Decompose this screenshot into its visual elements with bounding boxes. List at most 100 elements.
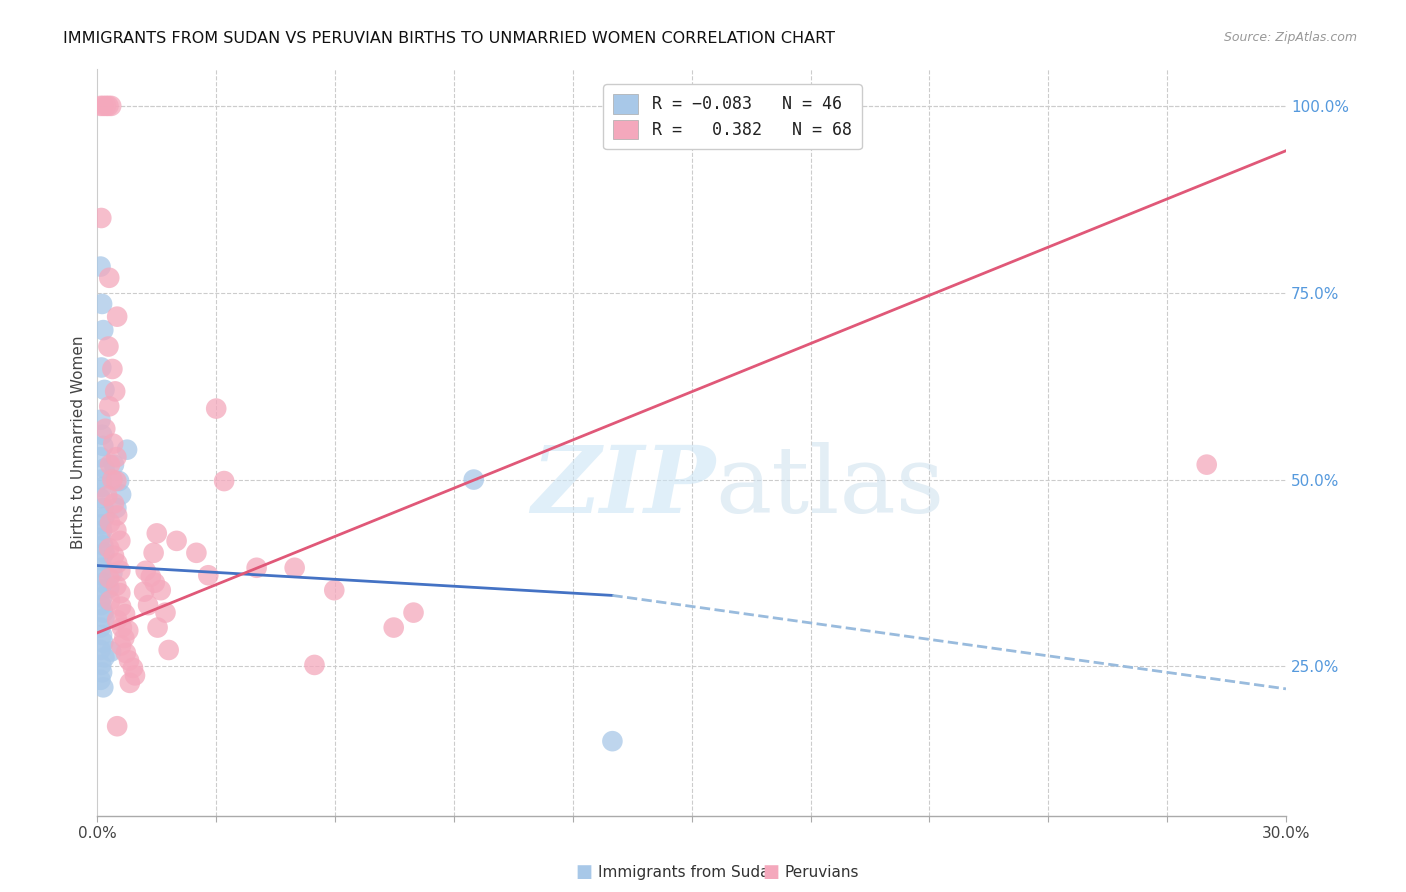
- Text: ZIP: ZIP: [531, 442, 716, 532]
- Point: [103, 436, 125, 450]
- Point: [602, 734, 624, 748]
- Text: atlas: atlas: [716, 442, 945, 532]
- Text: Immigrants from Sudan: Immigrants from Sudan: [598, 865, 779, 880]
- Point: [402, 606, 425, 620]
- Point: [105, 310, 128, 324]
- Point: [91, 297, 114, 311]
- Point: [94, 99, 117, 113]
- Point: [89, 583, 111, 598]
- Point: [91, 500, 114, 515]
- Point: [91, 439, 114, 453]
- Point: [135, 564, 157, 578]
- Point: [91, 480, 114, 494]
- Point: [103, 496, 125, 510]
- Point: [98, 593, 121, 607]
- Point: [105, 556, 128, 570]
- Point: [197, 568, 219, 582]
- Point: [93, 461, 115, 475]
- Point: [98, 270, 121, 285]
- Point: [105, 500, 128, 515]
- Point: [97, 340, 120, 354]
- Point: [90, 517, 112, 532]
- Point: [105, 613, 128, 627]
- Point: [105, 450, 128, 465]
- Point: [110, 564, 132, 578]
- Point: [118, 676, 141, 690]
- Point: [157, 643, 180, 657]
- Point: [93, 650, 115, 665]
- Text: ■: ■: [762, 863, 779, 881]
- Point: [142, 546, 165, 560]
- Point: [110, 533, 132, 548]
- Point: [91, 524, 114, 538]
- Point: [105, 524, 128, 538]
- Point: [117, 624, 139, 638]
- Point: [90, 360, 112, 375]
- Point: [98, 541, 121, 556]
- Point: [246, 561, 269, 575]
- Point: [323, 583, 346, 598]
- Point: [90, 473, 112, 487]
- Point: [105, 719, 128, 733]
- Text: ■: ■: [575, 863, 592, 881]
- Point: [89, 260, 111, 274]
- Point: [463, 473, 485, 487]
- Point: [98, 400, 121, 414]
- Point: [90, 553, 112, 567]
- Point: [91, 538, 114, 552]
- Point: [118, 653, 141, 667]
- Text: Source: ZipAtlas.com: Source: ZipAtlas.com: [1223, 31, 1357, 45]
- Point: [94, 422, 117, 436]
- Point: [103, 549, 125, 563]
- Point: [105, 579, 128, 593]
- Point: [98, 571, 121, 585]
- Point: [132, 584, 155, 599]
- Point: [111, 621, 134, 635]
- Point: [105, 508, 128, 523]
- Point: [98, 458, 121, 472]
- Point: [166, 533, 188, 548]
- Point: [91, 606, 114, 620]
- Point: [146, 526, 169, 541]
- Point: [93, 510, 115, 524]
- Point: [93, 383, 115, 397]
- Point: [90, 211, 112, 225]
- Point: [101, 362, 124, 376]
- Point: [101, 473, 124, 487]
- Point: [101, 566, 124, 580]
- Point: [98, 516, 121, 530]
- Point: [100, 644, 122, 658]
- Point: [89, 621, 111, 635]
- Point: [136, 598, 159, 612]
- Point: [93, 546, 115, 560]
- Point: [155, 606, 177, 620]
- Point: [89, 673, 111, 687]
- Point: [108, 474, 131, 488]
- Point: [91, 635, 114, 649]
- Point: [89, 450, 111, 465]
- Point: [91, 323, 114, 337]
- Point: [112, 631, 135, 645]
- Point: [124, 668, 146, 682]
- Point: [98, 581, 121, 595]
- Point: [110, 599, 132, 614]
- Point: [139, 570, 162, 584]
- Point: [304, 657, 326, 672]
- Point: [91, 427, 114, 442]
- Point: [89, 643, 111, 657]
- Point: [103, 458, 125, 472]
- Point: [284, 561, 307, 575]
- Point: [186, 546, 208, 560]
- Point: [110, 639, 132, 653]
- Text: Peruvians: Peruvians: [785, 865, 859, 880]
- Point: [122, 661, 145, 675]
- Point: [104, 384, 127, 399]
- Point: [110, 487, 132, 501]
- Point: [146, 621, 169, 635]
- Point: [89, 413, 111, 427]
- Point: [90, 657, 112, 672]
- Point: [91, 575, 114, 590]
- Point: [93, 611, 115, 625]
- Point: [105, 474, 128, 488]
- Point: [89, 99, 111, 113]
